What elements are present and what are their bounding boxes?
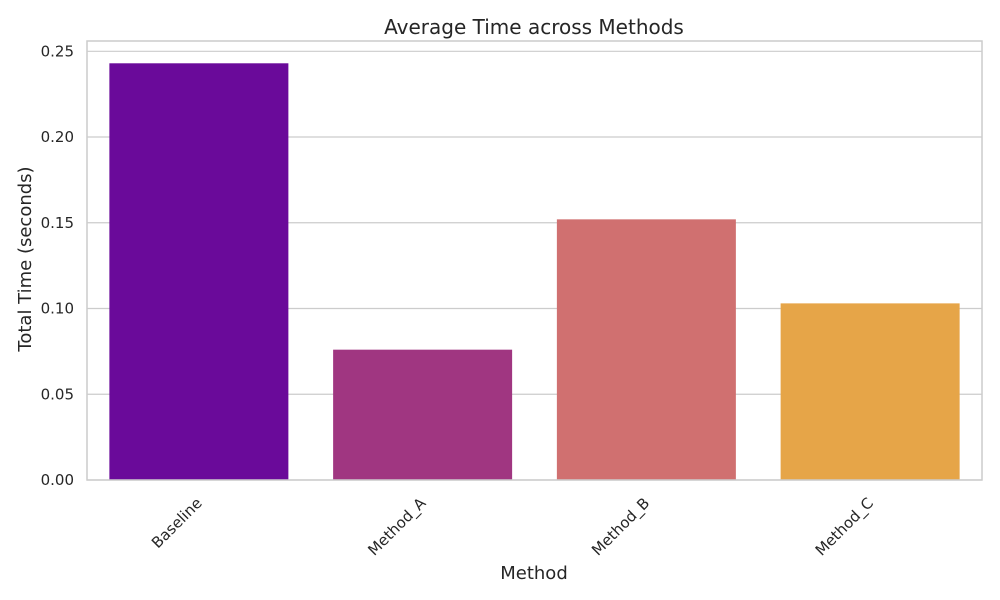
y-tick-label: 0.25 xyxy=(41,42,74,60)
y-tick-label: 0.10 xyxy=(41,300,74,318)
y-tick-label: 0.05 xyxy=(41,385,74,403)
y-axis-label: Total Time (seconds) xyxy=(15,166,36,352)
bar-method-c xyxy=(780,303,960,480)
x-tick-label: Baseline xyxy=(148,494,206,552)
x-axis-label: Method xyxy=(500,563,568,584)
bar-method-b xyxy=(556,219,736,480)
bar-method-a xyxy=(333,349,513,480)
y-axis-ticks: 0.00 0.05 0.10 0.15 0.20 0.25 xyxy=(41,42,74,489)
x-tick-label: Method_A xyxy=(364,494,430,560)
y-tick-label: 0.15 xyxy=(41,214,74,232)
x-tick-label: Method_B xyxy=(588,494,654,560)
bars xyxy=(109,63,960,480)
x-axis-ticks: Baseline Method_A Method_B Method_C xyxy=(148,494,878,560)
y-tick-label: 0.20 xyxy=(41,128,74,146)
bar-baseline xyxy=(109,63,289,480)
plot-frame xyxy=(86,40,983,481)
x-tick-label: Method_C xyxy=(812,494,878,560)
y-tick-label: 0.00 xyxy=(41,471,74,489)
chart-title: Average Time across Methods xyxy=(384,15,684,39)
